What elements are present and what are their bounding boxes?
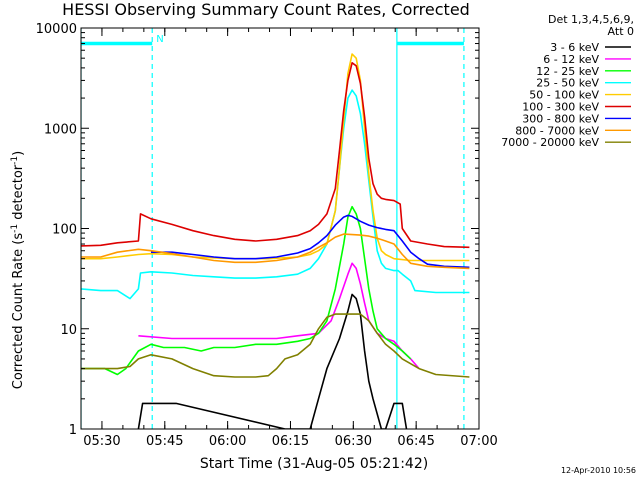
series-line-6 bbox=[151, 214, 470, 269]
legend-header-detectors: Det 1,3,4,5,6,9, bbox=[548, 13, 634, 26]
x-tick-label: 06:00 bbox=[209, 434, 246, 449]
marker-layer: N bbox=[81, 28, 465, 429]
legend-label-0: 3 - 6 keV bbox=[550, 41, 599, 54]
x-tick-label: 07:00 bbox=[460, 434, 497, 449]
series-line-1 bbox=[138, 262, 420, 370]
y-tick-label: 1000 bbox=[44, 122, 77, 137]
series-layer bbox=[81, 53, 470, 429]
x-tick-label: 06:30 bbox=[335, 434, 372, 449]
legend-label-7: 800 - 7000 keV bbox=[515, 124, 599, 137]
series-line-2 bbox=[81, 205, 412, 376]
x-tick-label: 05:45 bbox=[146, 434, 183, 449]
legend-label-1: 6 - 12 keV bbox=[543, 53, 599, 66]
x-axis-label: Start Time (31-Aug-05 05:21:42) bbox=[200, 456, 428, 472]
series-line-8 bbox=[81, 313, 470, 378]
legend-label-2: 12 - 25 keV bbox=[536, 65, 599, 78]
legend-header-attenuator: Att 0 bbox=[608, 25, 634, 38]
series-line-0 bbox=[137, 293, 408, 429]
y-axis: 1 10 100 1000 10000 bbox=[36, 22, 479, 438]
legend-label-3: 25 - 50 keV bbox=[536, 77, 599, 90]
night-marker-label: N bbox=[156, 34, 163, 45]
legend-label-8: 7000 - 20000 keV bbox=[501, 136, 599, 149]
x-axis: 05:30 05:45 06:00 06:15 06:30 06:45 07:00 bbox=[83, 28, 498, 449]
plot-area: N bbox=[80, 27, 480, 430]
x-tick-label: 06:45 bbox=[397, 434, 434, 449]
y-tick-label: 100 bbox=[52, 223, 77, 238]
legend-label-5: 100 - 300 keV bbox=[522, 101, 599, 114]
y-tick-label: 10000 bbox=[36, 22, 77, 37]
y-axis-label: Corrected Count Rate (s-1 detector-1) bbox=[10, 151, 26, 389]
y-tick-label: 10 bbox=[60, 323, 77, 338]
series-line-5 bbox=[81, 61, 470, 249]
footer-timestamp: 12-Apr-2010 10:56 bbox=[561, 466, 636, 475]
x-tick-label: 06:15 bbox=[272, 434, 309, 449]
y-tick-label: 1 bbox=[69, 423, 77, 438]
legend-label-6: 300 - 800 keV bbox=[522, 112, 599, 125]
legend-label-4: 50 - 100 keV bbox=[529, 89, 599, 102]
series-line-7 bbox=[81, 233, 470, 270]
series-line-3 bbox=[81, 89, 470, 300]
chart-title: HESSI Observing Summary Count Rates, Cor… bbox=[62, 0, 470, 19]
x-tick-label: 05:30 bbox=[83, 434, 120, 449]
